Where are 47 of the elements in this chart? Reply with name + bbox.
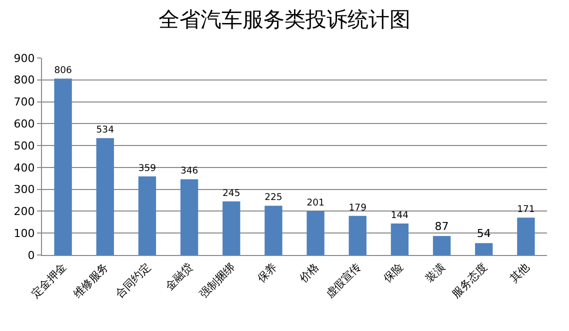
bar bbox=[390, 223, 409, 255]
y-tick-label: 800 bbox=[14, 74, 35, 87]
bar bbox=[96, 138, 114, 255]
data-label: 245 bbox=[222, 188, 240, 199]
x-tick-label: 价格 bbox=[296, 260, 322, 286]
bar bbox=[348, 216, 366, 255]
data-label: 225 bbox=[264, 192, 282, 204]
y-tick-label: 900 bbox=[14, 52, 35, 65]
y-tick-label: 600 bbox=[14, 118, 35, 131]
bar bbox=[222, 201, 240, 255]
y-tick-label: 0 bbox=[28, 248, 35, 262]
data-label: 171 bbox=[517, 204, 535, 216]
x-tick-label: 服务态度 bbox=[450, 260, 490, 301]
x-tick-label: 保险 bbox=[380, 260, 406, 286]
x-tick-label: 强制捆绑 bbox=[197, 260, 238, 301]
x-tick-label: 保养 bbox=[254, 260, 280, 286]
bar bbox=[432, 236, 451, 255]
data-label: 144 bbox=[390, 210, 409, 221]
x-tick-label: 金融贷 bbox=[162, 260, 196, 294]
data-label: 346 bbox=[180, 166, 198, 177]
bar bbox=[180, 179, 198, 255]
x-tick-label: 装潢 bbox=[423, 260, 448, 286]
chart-title: 全省汽车服务类投诉统计图 bbox=[158, 7, 410, 32]
data-label: 359 bbox=[138, 162, 156, 174]
x-tick-label: 合同约定 bbox=[112, 260, 154, 301]
bar bbox=[517, 218, 535, 255]
y-tick-label: 200 bbox=[14, 205, 35, 218]
bar bbox=[264, 206, 282, 255]
bar bbox=[306, 211, 324, 255]
data-label: 534 bbox=[96, 124, 114, 136]
data-label: 806 bbox=[54, 65, 72, 76]
y-tick-label: 500 bbox=[14, 139, 35, 152]
bar bbox=[475, 243, 493, 255]
data-label: 54 bbox=[476, 227, 491, 240]
x-tick-label: 虚假宣传 bbox=[323, 260, 364, 301]
y-tick-label: 400 bbox=[14, 161, 35, 174]
y-tick-label: 100 bbox=[14, 226, 35, 240]
x-tick-label: 定金押金 bbox=[28, 260, 70, 301]
y-tick-label: 700 bbox=[14, 96, 35, 109]
data-label: 201 bbox=[306, 197, 324, 208]
data-label: 87 bbox=[434, 220, 449, 233]
x-tick-label: 维修服务 bbox=[70, 260, 112, 301]
y-tick-label: 300 bbox=[14, 183, 35, 196]
bar bbox=[138, 176, 156, 255]
x-tick-label: 其他 bbox=[507, 260, 532, 286]
data-label: 179 bbox=[348, 202, 367, 214]
bar bbox=[54, 78, 72, 255]
